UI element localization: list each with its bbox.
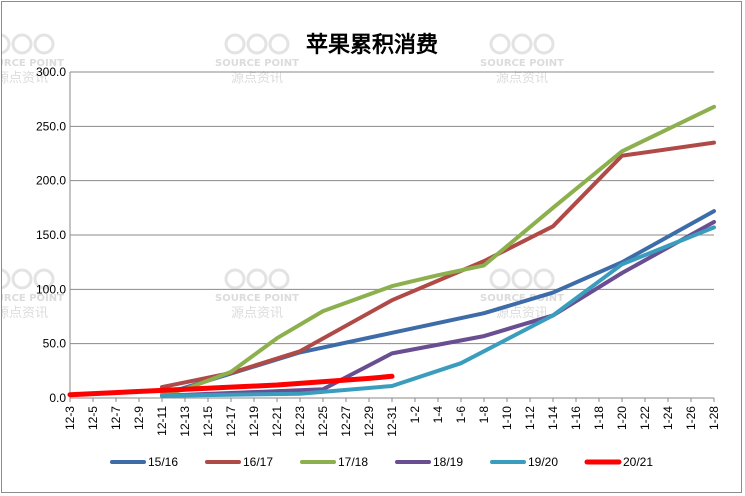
watermark-brand: SOURCE POINT bbox=[2, 293, 64, 304]
y-axis-ticks: 0.0 50.0 100.0 150.0 200.0 250.0 300.0 bbox=[36, 65, 66, 405]
watermark-ring-icon bbox=[2, 33, 11, 55]
series-line-17-18 bbox=[160, 104, 716, 397]
watermark-ring-icon bbox=[268, 33, 290, 55]
x-tick-label: 12-25 bbox=[316, 406, 330, 437]
watermark-brand: SOURCE POINT bbox=[480, 58, 564, 69]
x-axis-ticks: 12-3 12-5 12-7 12-9 12-11 12-13 12-15 12-17 12-1… bbox=[63, 398, 721, 437]
legend-label: 20/21 bbox=[623, 455, 653, 469]
watermark-brand: SOURCE POINT bbox=[2, 58, 64, 69]
watermark-ring-icon bbox=[33, 268, 55, 290]
x-tick-label: 12-9 bbox=[132, 406, 146, 430]
watermark-ring-icon bbox=[489, 268, 511, 290]
x-tick-label: 12-11 bbox=[155, 406, 169, 436]
x-tick-label: 12-3 bbox=[63, 406, 77, 430]
x-tick-label: 1-10 bbox=[500, 406, 514, 430]
legend-label: 19/20 bbox=[528, 455, 558, 469]
legend: 15/16 16/17 17/18 18/19 19/20 20/21 bbox=[110, 455, 653, 469]
legend-label: 15/16 bbox=[148, 455, 178, 469]
watermark-brand-cn: 源点资讯 bbox=[496, 71, 548, 86]
watermark-brand: SOURCE POINT bbox=[215, 58, 299, 69]
series-lines bbox=[67, 104, 716, 398]
watermark-brand-cn: 源点资讯 bbox=[496, 306, 548, 321]
x-tick-label: 12-21 bbox=[270, 406, 284, 437]
x-tick-label: 12-19 bbox=[247, 406, 261, 437]
x-tick-label: 1-20 bbox=[615, 406, 629, 430]
x-tick-label: 1-18 bbox=[592, 406, 606, 430]
x-tick-label: 12-5 bbox=[86, 406, 100, 430]
watermark-logo: SOURCE POINT 源点资讯 bbox=[2, 33, 64, 86]
watermark-brand-cn: 源点资讯 bbox=[231, 306, 283, 321]
legend-label: 16/17 bbox=[243, 455, 273, 469]
series-line-20-21 bbox=[67, 373, 395, 398]
series-line-16-17 bbox=[160, 140, 716, 390]
watermark-ring-icon bbox=[511, 33, 533, 55]
watermark-ring-icon bbox=[511, 268, 533, 290]
x-tick-label: 12-27 bbox=[339, 406, 353, 437]
y-tick-label: 150.0 bbox=[36, 228, 66, 242]
x-tick-label: 1-24 bbox=[661, 406, 675, 430]
x-tick-label: 12-15 bbox=[201, 406, 215, 437]
x-tick-label: 1-12 bbox=[523, 406, 537, 430]
watermark-ring-icon bbox=[246, 268, 268, 290]
x-tick-label: 12-7 bbox=[109, 406, 123, 430]
y-tick-label: 0.0 bbox=[49, 391, 66, 405]
watermark-ring-icon bbox=[533, 268, 555, 290]
y-tick-label: 300.0 bbox=[36, 65, 66, 79]
watermark-ring-icon bbox=[489, 33, 511, 55]
watermark-ring-icon bbox=[246, 33, 268, 55]
watermark-logo: SOURCE POINT 源点资讯 bbox=[215, 33, 299, 86]
watermark-logo: SOURCE POINT 源点资讯 bbox=[2, 268, 64, 321]
x-tick-label: 1-22 bbox=[638, 406, 652, 430]
chart-title: 苹果累积消费 bbox=[306, 33, 438, 58]
watermark-ring-icon bbox=[224, 268, 246, 290]
watermark-brand-cn: 源点资讯 bbox=[231, 71, 283, 86]
x-tick-label: 12-23 bbox=[293, 406, 307, 437]
y-tick-label: 100.0 bbox=[36, 282, 66, 296]
watermark-logo: SOURCE POINT 源点资讯 bbox=[480, 33, 564, 86]
legend-label: 17/18 bbox=[338, 455, 368, 469]
gridlines bbox=[69, 71, 714, 399]
watermark-ring-icon bbox=[33, 33, 55, 55]
series-line-18-19 bbox=[160, 220, 716, 398]
watermark-logo: SOURCE POINT 源点资讯 bbox=[215, 268, 299, 321]
watermark-ring-icon bbox=[224, 33, 246, 55]
x-tick-label: 12-29 bbox=[362, 406, 376, 437]
x-tick-label: 12-17 bbox=[224, 406, 238, 437]
watermark-ring-icon bbox=[2, 268, 11, 290]
watermark-ring-icon bbox=[533, 33, 555, 55]
x-tick-label: 1-14 bbox=[546, 406, 560, 430]
watermark-brand-cn: 源点资讯 bbox=[2, 71, 48, 86]
x-tick-label: 1-4 bbox=[431, 406, 445, 424]
x-tick-label: 1-16 bbox=[569, 406, 583, 430]
x-tick-label: 12-31 bbox=[385, 406, 399, 437]
y-tick-label: 50.0 bbox=[43, 337, 67, 351]
x-tick-label: 1-6 bbox=[454, 406, 468, 424]
watermark-logo: SOURCE POINT 源点资讯 bbox=[480, 268, 564, 321]
watermark-ring-icon bbox=[11, 268, 33, 290]
series-line-19-20 bbox=[160, 225, 716, 398]
x-tick-label: 1-8 bbox=[477, 406, 491, 424]
watermark-brand: SOURCE POINT bbox=[480, 293, 564, 304]
x-tick-label: 1-26 bbox=[684, 406, 698, 430]
watermark-ring-icon bbox=[268, 268, 290, 290]
x-tick-label: 1-2 bbox=[408, 406, 422, 424]
watermark-ring-icon bbox=[11, 33, 33, 55]
watermark-brand-cn: 源点资讯 bbox=[2, 306, 48, 321]
legend-label: 18/19 bbox=[433, 455, 463, 469]
x-tick-label: 1-28 bbox=[707, 406, 721, 430]
watermark-brand: SOURCE POINT bbox=[215, 293, 299, 304]
y-tick-label: 250.0 bbox=[36, 119, 66, 133]
y-tick-label: 200.0 bbox=[36, 174, 66, 188]
x-tick-label: 12-13 bbox=[178, 406, 192, 437]
